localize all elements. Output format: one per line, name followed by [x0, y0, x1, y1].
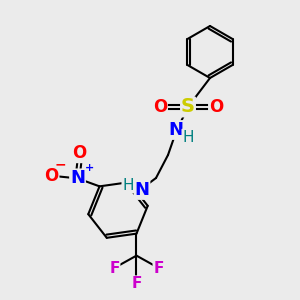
Text: H: H [182, 130, 194, 145]
Text: H: H [122, 178, 134, 193]
Text: N: N [169, 121, 184, 139]
Text: N: N [134, 181, 149, 199]
Text: N: N [70, 169, 85, 188]
Text: O: O [153, 98, 167, 116]
Text: F: F [109, 261, 120, 276]
Text: O: O [209, 98, 223, 116]
Text: S: S [181, 98, 195, 116]
Text: F: F [131, 276, 142, 291]
Text: O: O [72, 144, 87, 162]
Text: −: − [55, 158, 66, 171]
Text: F: F [153, 261, 164, 276]
Text: O: O [44, 167, 59, 185]
Text: +: + [85, 164, 94, 173]
